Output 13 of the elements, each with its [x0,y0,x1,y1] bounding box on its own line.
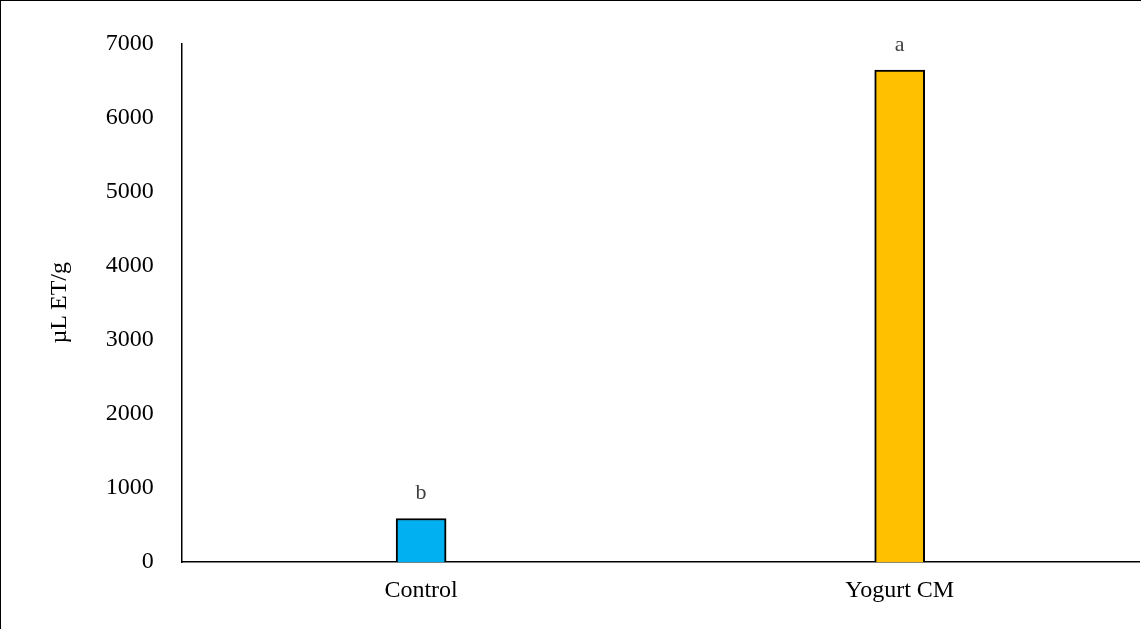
y-tick-label: 4000 [105,251,154,278]
y-tick-label: 0 [141,547,154,574]
y-tick-label: 1000 [105,473,154,500]
y-axis-title: µL ET/g [44,262,71,344]
y-tick-label: 2000 [105,399,154,426]
annotation: b [415,479,427,505]
x-tick-label: Control [384,575,459,602]
x-tick-label: Yogurt CM [845,575,955,602]
y-tick-label: 3000 [105,325,154,352]
y-tick-label: 6000 [105,102,154,129]
y-tick-label: 5000 [105,176,154,203]
annotation: a [894,30,905,56]
y-tick-label: 7000 [105,28,154,55]
